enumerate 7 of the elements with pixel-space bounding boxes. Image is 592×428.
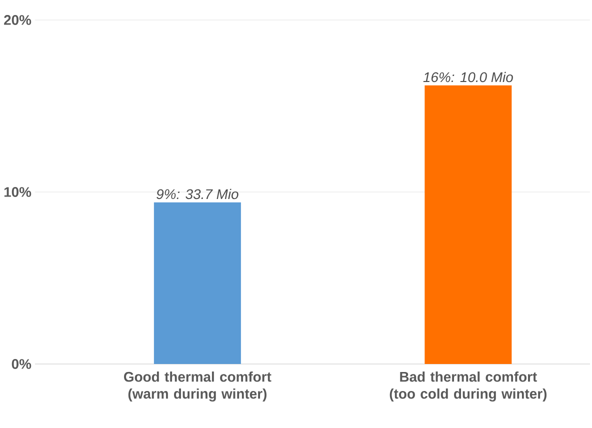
y-tick-label: 10%	[4, 187, 32, 197]
data-label: 9%: 33.7 Mio	[156, 188, 238, 200]
y-tick-label: 0%	[12, 359, 32, 369]
x-tick-label: Good thermal comfort (warm during winter)	[124, 372, 272, 402]
data-label: 16%: 10.0 Mio	[423, 72, 513, 82]
y-tick-label: 20%	[4, 15, 32, 25]
x-tick-label: Bad thermal comfort (too cold during winter)	[390, 372, 547, 402]
